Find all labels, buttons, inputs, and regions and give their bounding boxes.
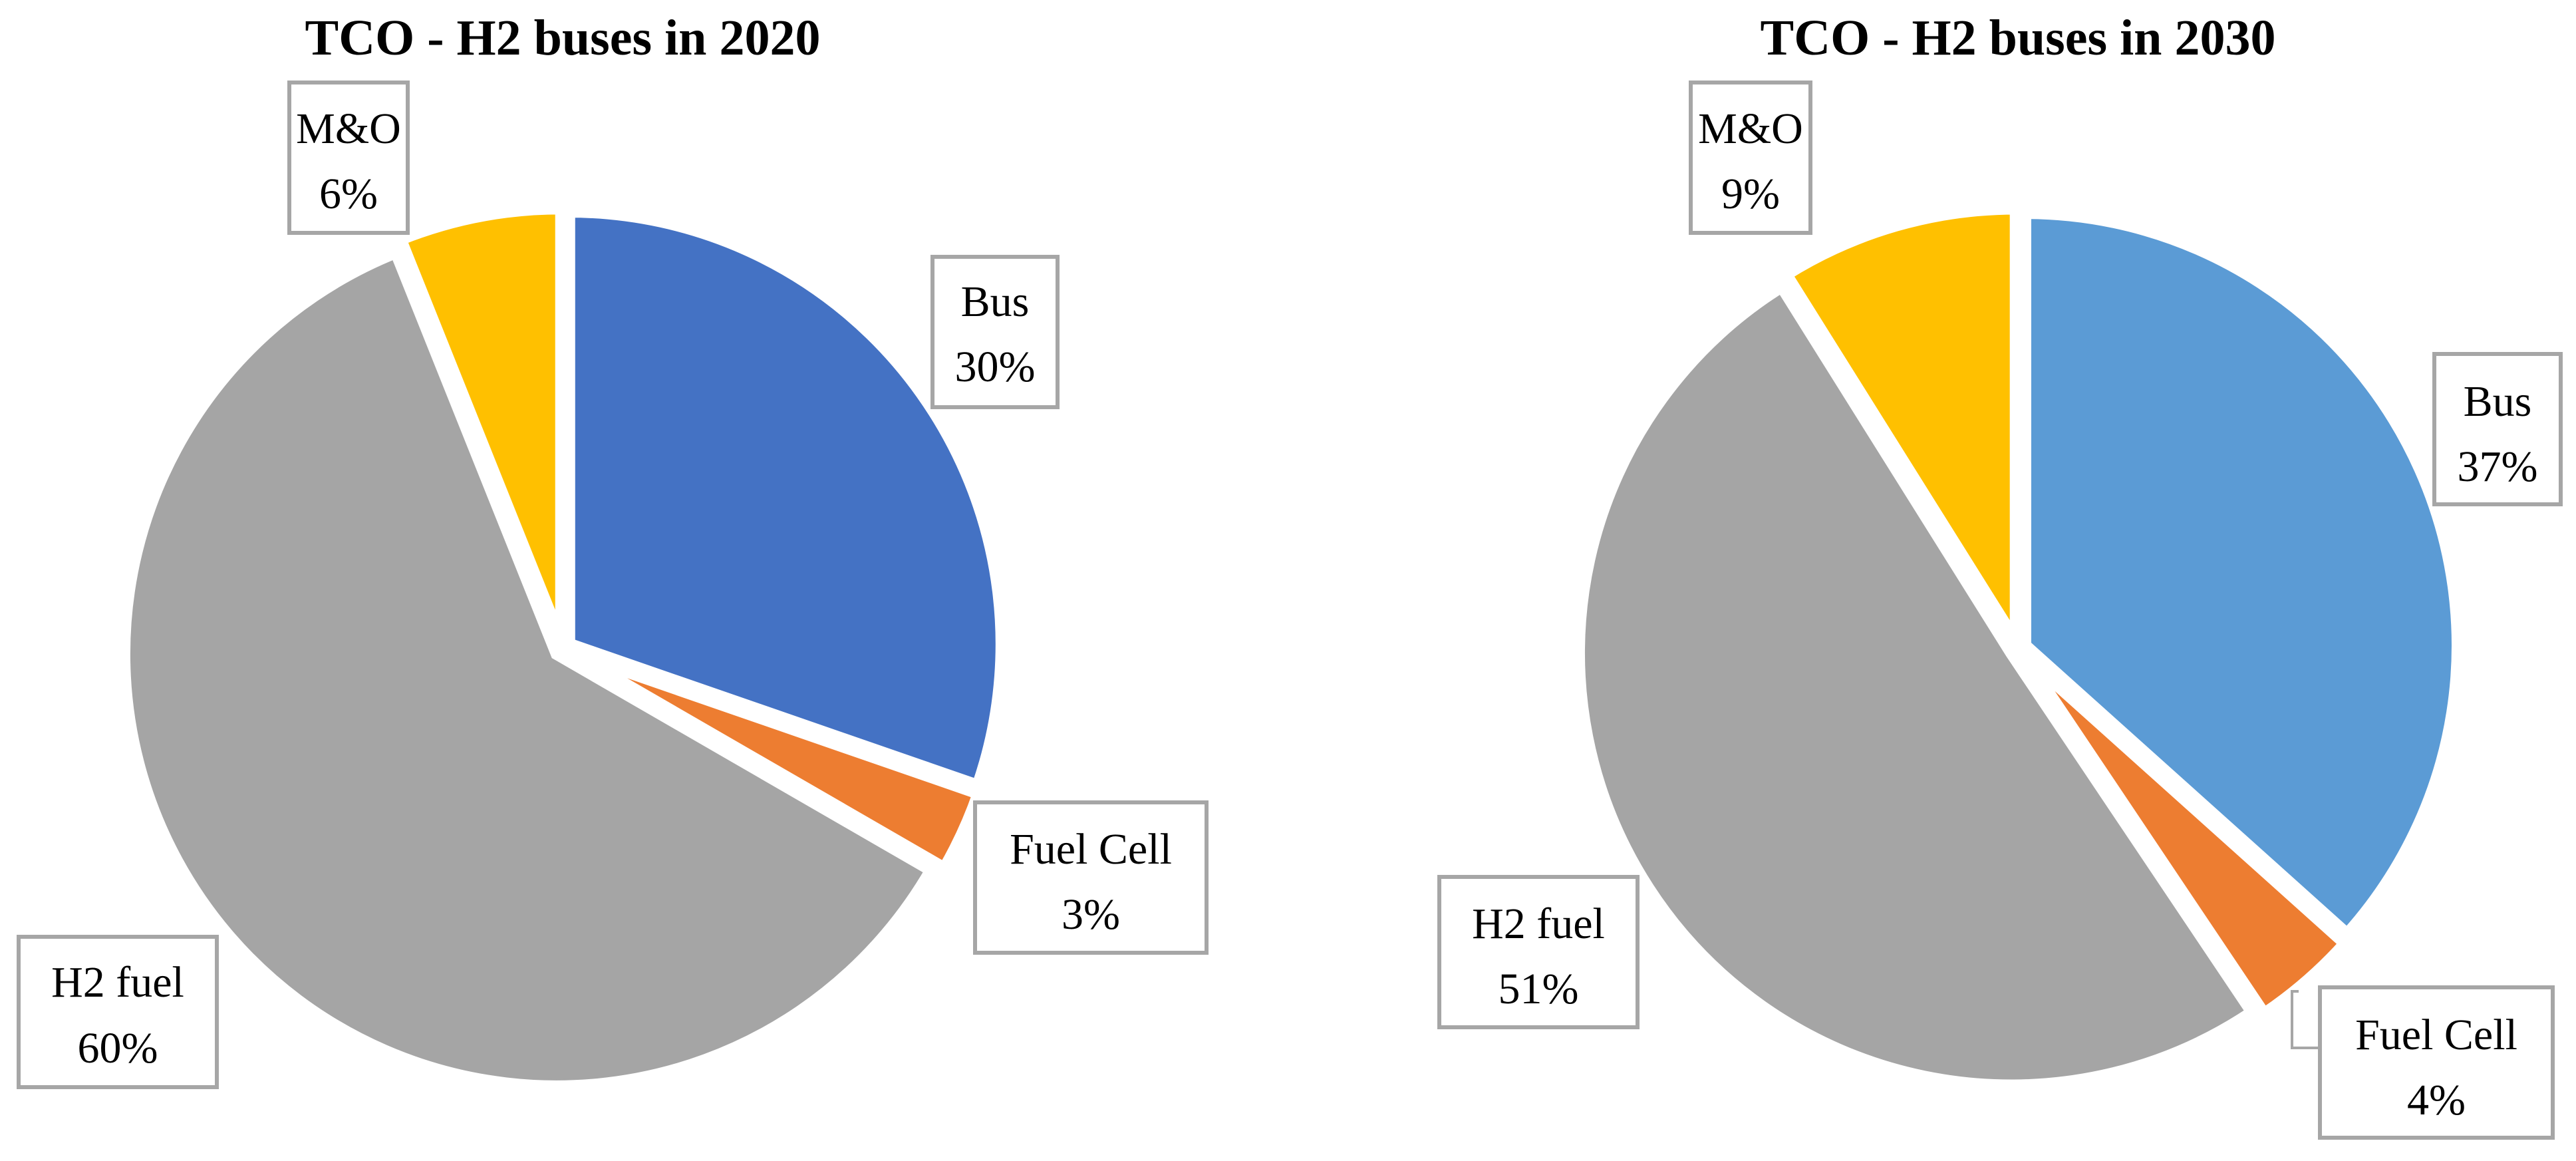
- label-2020-bus-value: 30%: [955, 343, 1036, 391]
- pie-slice-2030-fuel-cell: [2018, 650, 2354, 1023]
- label-2020-fuel-cell: Fuel Cell 3%: [973, 800, 1209, 955]
- pie-slice-2030-mo: [1778, 202, 2022, 662]
- label-2020-fuel-cell-name: Fuel Cell: [1010, 825, 1172, 874]
- pie-slice-2020-h2-fuel: [118, 244, 940, 1092]
- label-2030-mo-value: 9%: [1721, 170, 1780, 218]
- label-2020-fuel-cell-value: 3%: [1062, 890, 1120, 939]
- label-2020-mo-value: 6%: [319, 170, 378, 218]
- pie-slice-2020-bus: [563, 206, 1008, 794]
- chart-title-2030: TCO - H2 buses in 2030: [1761, 10, 2276, 66]
- label-2030-fuel-cell-value: 4%: [2407, 1076, 2466, 1124]
- pie-slices-2030: [1572, 202, 2464, 1092]
- pie-chart-2030: TCO - H2 buses in 2030 Bus 37% Fuel Cell…: [1437, 10, 2563, 1140]
- label-2020-mo: M&O 6%: [287, 81, 410, 235]
- label-2030-bus-name: Bus: [2464, 377, 2532, 426]
- pie-slices-2020: [118, 202, 1008, 1092]
- pie-slice-2020-mo: [392, 202, 567, 643]
- label-2030-mo: M&O 9%: [1689, 81, 1812, 235]
- label-2030-bus-value: 37%: [2458, 442, 2538, 491]
- label-2020-mo-name: M&O: [296, 104, 401, 153]
- label-2030-fuel-cell-name: Fuel Cell: [2355, 1011, 2517, 1059]
- label-2020-bus-name: Bus: [961, 277, 1030, 326]
- leader-2030-fuel-cell: [2291, 990, 2320, 1049]
- label-2030-bus: Bus 37%: [2432, 352, 2563, 506]
- label-2020-h2-fuel-value: 60%: [78, 1024, 158, 1073]
- label-2030-mo-name: M&O: [1698, 104, 1803, 153]
- pie-slice-2020-fuel-cell: [567, 646, 986, 877]
- label-2020-bus: Bus 30%: [930, 255, 1060, 409]
- label-2030-fuel-cell: Fuel Cell 4%: [2318, 985, 2555, 1140]
- pie-slice-2030-bus: [2019, 207, 2464, 943]
- label-2020-h2-fuel: H2 fuel 60%: [17, 935, 219, 1089]
- label-2020-h2-fuel-name: H2 fuel: [51, 958, 184, 1007]
- pie-chart-2020: TCO - H2 buses in 2020 Bus 30% Fuel Cell…: [17, 10, 1209, 1092]
- label-2030-h2-fuel: H2 fuel 51%: [1437, 875, 1640, 1029]
- pie-slice-2030-h2-fuel: [1572, 278, 2261, 1092]
- chart-title-2020: TCO - H2 buses in 2020: [305, 10, 821, 66]
- label-2030-h2-fuel-name: H2 fuel: [1472, 900, 1605, 948]
- label-2030-h2-fuel-value: 51%: [1499, 965, 1579, 1013]
